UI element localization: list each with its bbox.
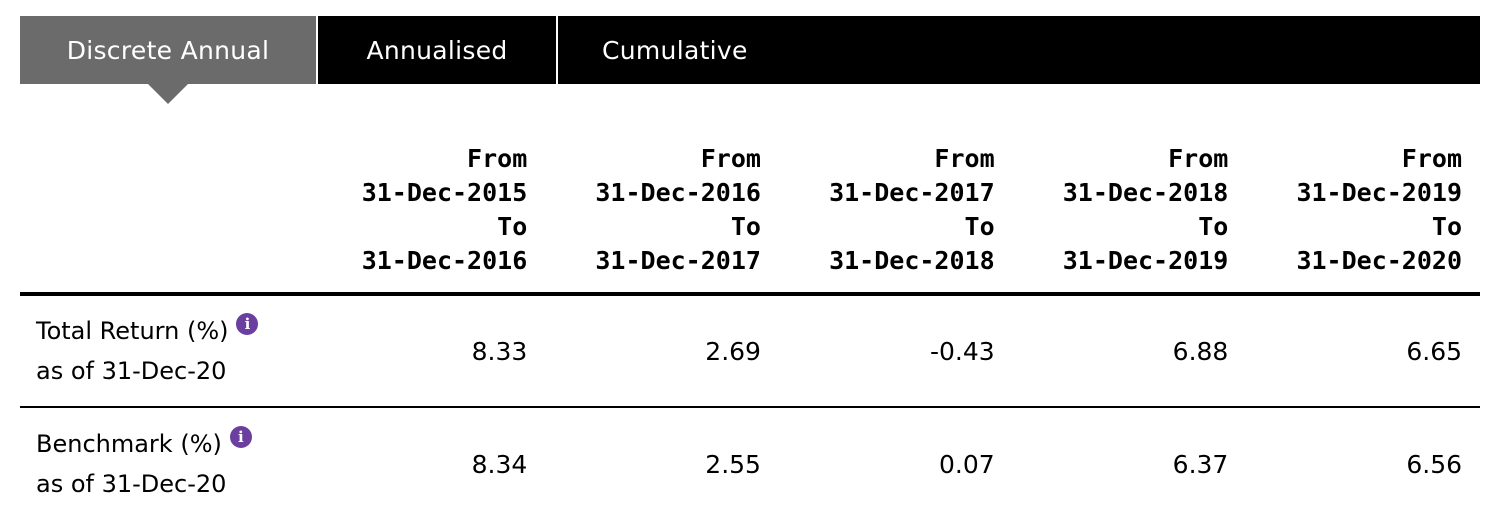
row-label-line: Total Return (%) i [36,311,312,351]
column-header-to-date: 31-Dec-2018 [829,246,995,275]
column-header: From 31-Dec-2019 To 31-Dec-2020 [1246,140,1480,292]
tab-divider [316,16,318,84]
row-sublabel: as of 31-Dec-20 [36,470,227,498]
row-label-line: Benchmark (%) i [36,424,312,464]
tab-annualised[interactable]: Annualised [318,16,556,84]
row-sublabel: as of 31-Dec-20 [36,357,227,385]
column-header: From 31-Dec-2016 To 31-Dec-2017 [545,140,779,292]
table-cell: 8.34 [471,449,528,479]
table-header-row: From 31-Dec-2015 To 31-Dec-2016 From 31-… [20,140,1480,296]
column-header: From 31-Dec-2017 To 31-Dec-2018 [779,140,1013,292]
column-header-to: To [730,212,761,241]
column-header-from: From [934,144,995,173]
table-cell: 2.55 [705,449,761,479]
column-header-from: From [1168,144,1229,173]
info-icon[interactable]: i [229,426,252,448]
column-header-from-date: 31-Dec-2019 [1296,178,1463,207]
column-header-from: From [700,144,761,173]
performance-table: From 31-Dec-2015 To 31-Dec-2016 From 31-… [20,140,1480,520]
column-header: From 31-Dec-2018 To 31-Dec-2019 [1013,140,1247,292]
row-label-text: Total Return (%) [36,317,229,345]
row-label-text: Benchmark (%) [36,430,222,458]
tab-discrete-annual[interactable]: Discrete Annual [20,16,316,104]
tab-divider [556,16,558,84]
table-cell: 6.56 [1406,449,1463,479]
column-header: From 31-Dec-2015 To 31-Dec-2016 [312,140,546,292]
column-header-from-date: 31-Dec-2015 [361,178,528,207]
row-label: Total Return (%) i as of 31-Dec-20 [20,311,312,391]
table-cell: 2.69 [705,336,761,366]
column-header-to: To [964,212,995,241]
column-header-to: To [497,212,528,241]
table-row-total-return: Total Return (%) i as of 31-Dec-20 8.33 … [20,296,1480,408]
table-cell: 6.88 [1172,336,1229,366]
info-icon[interactable]: i [236,313,259,335]
column-header-to-date: 31-Dec-2016 [361,246,528,275]
table-cell: 6.37 [1172,449,1229,479]
column-header-from-date: 31-Dec-2017 [829,178,995,207]
column-header-from: From [467,144,528,173]
table-row-benchmark: Benchmark (%) i as of 31-Dec-20 8.34 2.5… [20,408,1480,520]
column-header-to: To [1198,212,1229,241]
column-header-to-date: 31-Dec-2017 [595,246,761,275]
table-cell: 6.65 [1406,336,1463,366]
column-header-from-date: 31-Dec-2018 [1062,178,1229,207]
row-label: Benchmark (%) i as of 31-Dec-20 [20,424,312,504]
table-cell: 0.07 [938,449,995,479]
header-spacer [20,140,312,292]
column-header-from: From [1401,144,1463,173]
performance-tabs: Discrete Annual Annualised Cumulative [20,16,1480,104]
tab-cumulative[interactable]: Cumulative [558,16,1480,84]
table-cell: 8.33 [471,336,528,366]
column-header-from-date: 31-Dec-2016 [595,178,761,207]
column-header-to-date: 31-Dec-2019 [1062,246,1229,275]
column-header-to: To [1431,212,1463,241]
column-header-to-date: 31-Dec-2020 [1296,246,1463,275]
table-cell: -0.43 [929,336,995,366]
